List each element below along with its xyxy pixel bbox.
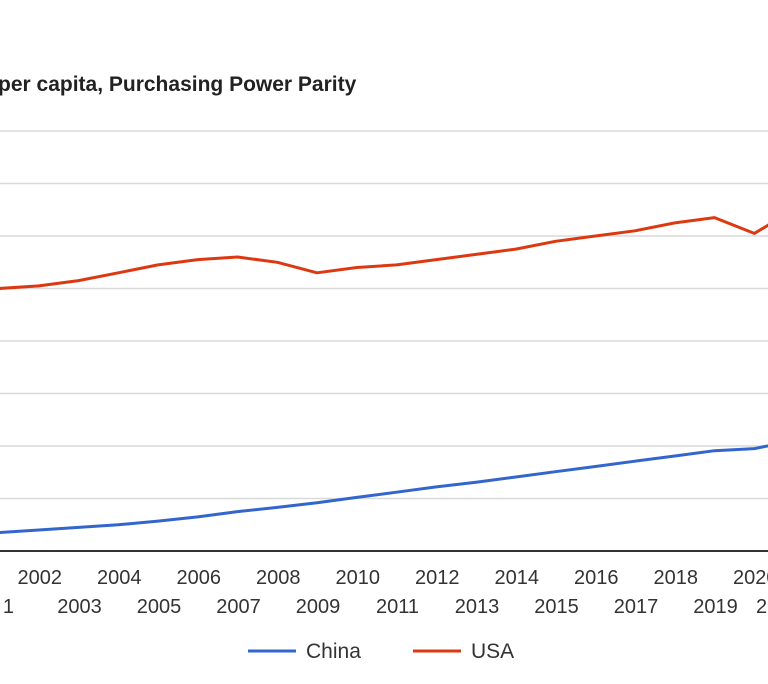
x-tick-label: 2019	[693, 596, 738, 618]
x-tick-label: 2011	[376, 596, 419, 618]
legend-item-usa[interactable]: USA	[413, 640, 514, 663]
chart-title: per capita, Purchasing Power Parity	[0, 73, 357, 96]
x-tick-label: 2020	[733, 567, 768, 589]
x-tick-label: 2008	[256, 567, 301, 589]
legend: China USA	[248, 640, 514, 663]
x-tick-label: 2004	[97, 567, 142, 589]
x-tick-label: 2014	[495, 567, 540, 589]
x-tick-label: 2015	[534, 596, 579, 618]
legend-label-usa: USA	[471, 640, 514, 663]
series-line-usa[interactable]	[0, 210, 768, 290]
legend-item-china[interactable]: China	[248, 640, 361, 663]
gridlines	[0, 130, 768, 500]
legend-label-china: China	[306, 640, 361, 663]
x-tick-label: 2010	[336, 567, 381, 589]
series-layer	[0, 210, 768, 535]
x-tick-label: 2016	[574, 567, 619, 589]
x-tick-label: 2009	[296, 596, 341, 618]
x-axis-ticks: 2002 2004 2006 2008 2010 2012 2014 2016 2018 2020…	[3, 567, 768, 618]
x-tick-label: 2013	[455, 596, 500, 618]
x-tick-label: 2	[756, 596, 767, 618]
x-tick-label: 1	[3, 596, 14, 618]
x-tick-label: 2018	[654, 567, 699, 589]
x-tick-label: 2002	[18, 567, 63, 589]
x-tick-label: 2007	[216, 596, 261, 618]
x-tick-label: 2017	[614, 596, 659, 618]
x-tick-label: 2003	[57, 596, 102, 618]
series-line-china[interactable]	[0, 441, 768, 535]
x-tick-label: 2005	[137, 596, 182, 618]
x-tick-label: 2006	[177, 567, 222, 589]
x-tick-label: 2012	[415, 567, 460, 589]
